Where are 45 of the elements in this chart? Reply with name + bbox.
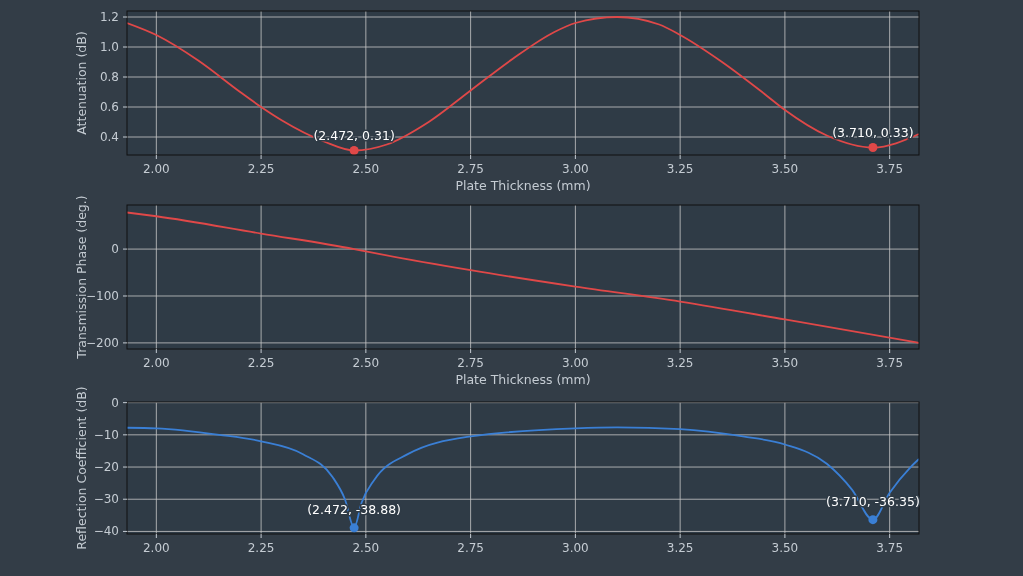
y-axis-title: Transmission Phase (deg.) [74,195,89,360]
x-tick-label: 2.50 [352,162,380,176]
x-tick-label: 3.00 [562,541,589,555]
x-tick-label: 2.75 [457,162,484,176]
x-tick-label: 2.75 [457,356,484,370]
y-axis-title: Reflection Coefficient (dB) [74,386,89,550]
x-tick-label: 3.00 [562,162,589,176]
x-tick-label: 3.75 [876,541,904,555]
y-tick-label: −10 [93,427,119,442]
y-tick-label: 0.6 [99,100,119,114]
x-tick-label: 2.25 [247,356,275,370]
x-tick-label: 2.75 [457,541,484,555]
x-tick-label: 2.00 [142,541,170,555]
y-tick-label: 0.8 [99,70,119,84]
x-tick-label: 3.00 [562,356,589,370]
x-tick-label: 3.25 [666,356,694,370]
y-tick-label: 0 [111,242,119,257]
y-tick-label: −200 [86,335,119,350]
y-tick-label: −20 [93,460,119,475]
x-tick-label: 2.25 [247,162,275,176]
x-axis-title: Plate Thickness (mm) [455,372,591,387]
x-tick-label: 3.25 [666,162,694,176]
x-tick-label: 2.00 [142,162,170,176]
x-tick-label: 3.50 [771,356,799,370]
x-tick-label: 3.50 [771,541,799,555]
y-tick-label: 1.0 [99,40,119,54]
x-axis-title: Plate Thickness (mm) [455,178,591,193]
y-axis-title: Attenuation (dB) [74,31,89,135]
x-tick-label: 3.25 [666,541,694,555]
x-tick-label: 2.50 [352,541,380,555]
x-tick-label: 3.75 [876,162,904,176]
y-tick-label: 0 [111,395,119,410]
y-tick-label: −40 [93,524,119,539]
x-tick-label: 2.50 [352,356,380,370]
x-tick-label: 3.75 [876,356,904,370]
y-tick-label: 1.2 [99,10,119,24]
annotation: (3.710, 0.33) [832,124,914,140]
y-tick-label: 0.4 [99,130,119,144]
y-tick-label: −30 [93,492,119,507]
x-tick-label: 2.00 [142,356,170,370]
x-tick-label: 2.25 [247,541,275,555]
x-tick-label: 3.50 [771,162,799,176]
y-tick-label: −100 [86,289,119,303]
annotation: (2.472, 0.31) [313,127,395,143]
line-series [127,211,919,344]
